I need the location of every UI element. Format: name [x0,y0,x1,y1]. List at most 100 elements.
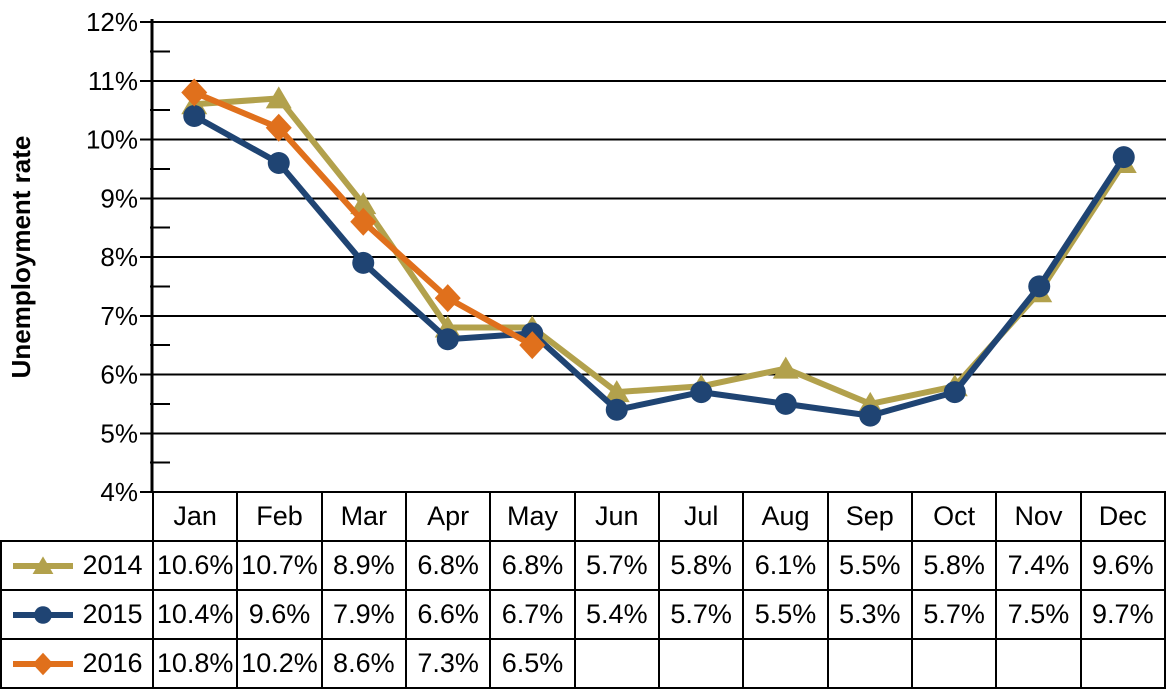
legend-year-label: 2015 [82,599,143,629]
value-cell-2015-oct: 5.7% [910,589,998,640]
month-header-feb: Feb [236,491,323,542]
y-tick-label: 7% [100,301,138,331]
table-row-2014: 2014 10.6% 10.7% 8.9% 6.8% 6.8% 5.7% 5.8% 6.1% 5.… [0,540,1167,591]
marker-2015-Dec [1112,146,1135,169]
marker-2014-Mar [350,192,377,215]
value-cell-2016-jun [573,638,660,689]
legend-marker-2016 [33,652,54,675]
value-cell-2015-may: 6.7% [489,589,576,640]
marker-2015-Oct [943,381,966,404]
series-2014-line [191,95,1127,407]
table-row-2015: 2015 10.4% 9.6% 7.9% 6.6% 6.7% 5.4% 5.7% 5.5% 5.3… [0,589,1167,640]
value-cell-2016-may: 6.5% [489,638,576,689]
legend-year-label: 2014 [82,550,143,580]
value-cell-2016-sep [826,638,913,689]
marker-2015-Aug [774,392,797,415]
value-cell-2014-feb: 10.7% [236,540,323,591]
month-header-may: May [489,491,576,542]
month-header-sep: Sep [826,491,913,542]
marker-2014-Nov [1026,280,1053,303]
month-header-jan: Jan [151,491,239,542]
marker-2015-Sep [859,404,882,427]
value-cell-2014-aug: 6.1% [742,540,829,591]
value-cell-2016-oct [910,638,998,689]
legend-key-circle-icon [13,605,74,624]
marker-2014-May [519,315,546,338]
marker-2016-Feb [265,113,292,142]
series-2016 [181,78,546,360]
value-cell-2015-sep: 5.3% [826,589,913,640]
marker-2014-Sep [857,391,884,414]
marker-2016-Apr [434,284,461,313]
month-header-nov: Nov [995,491,1082,542]
y-axis-title: Unemployment rate [6,136,36,379]
legend-key-triangle-icon [13,555,74,574]
value-cell-2014-sep: 5.5% [826,540,913,591]
month-header-row: Jan Feb Mar Apr May Jun Jul Aug Sep Oct Nov Dec [1,491,1167,542]
chart-data-table: Jan Feb Mar Apr May Jun Jul Aug Sep Oct Nov Dec 201… [0,491,1167,689]
value-cell-2014-jan: 10.6% [151,540,239,591]
y-tick-label: 5% [100,418,138,448]
legend-year-label: 2016 [82,648,143,678]
marker-2015-Nov [1028,275,1051,298]
month-header-jul: Jul [657,491,745,542]
marker-2016-May [519,331,546,360]
value-cell-2016-feb: 10.2% [236,638,323,689]
marker-2016-Jan [181,78,208,107]
marker-2015-Jan [183,105,206,127]
legend-marker-2014 [33,555,54,574]
marker-2015-Jun [605,398,628,421]
legend-marker-2015 [34,605,53,624]
value-cell-2014-jul: 5.8% [657,540,745,591]
marker-2014-Jun [603,380,630,403]
marker-2014-Feb [265,86,292,109]
marker-2015-Mar [352,251,375,274]
value-cell-2016-jan: 10.8% [151,638,239,689]
marker-2014-Oct [941,374,968,397]
value-cell-2015-nov: 7.5% [995,589,1082,640]
marker-2014-Apr [434,315,461,338]
value-cell-2016-apr: 7.3% [404,638,492,689]
y-tick-label: 11% [88,66,138,96]
marker-2014-Dec [1110,151,1137,173]
month-header-mar: Mar [320,491,407,542]
value-cell-2015-feb: 9.6% [236,589,323,640]
marker-2015-May [521,322,544,345]
value-cell-2014-mar: 8.9% [320,540,407,591]
value-cell-2014-apr: 6.8% [404,540,492,591]
value-cell-2016-aug [742,638,829,689]
marker-2016-Mar [350,207,377,236]
month-header-dec: Dec [1079,491,1167,542]
series-2016-line [191,89,536,349]
value-cell-2014-nov: 7.4% [995,540,1082,591]
value-cell-2015-dec: 9.7% [1079,589,1167,640]
value-cell-2015-jun: 5.4% [573,589,660,640]
value-cell-2015-apr: 6.6% [404,589,492,640]
y-tick-label: 10% [86,125,138,155]
table-corner-cell [1,492,153,541]
y-tick-label: 6% [100,360,138,390]
month-header-aug: Aug [742,491,829,542]
value-cell-2015-aug: 5.5% [742,589,829,640]
legend-cell-2014: 2014 [0,540,154,591]
y-tick-label: 9% [100,183,138,213]
series-2015 [183,105,1135,427]
value-cell-2016-jul [657,638,745,689]
value-cell-2015-jan: 10.4% [151,589,239,640]
value-cell-2014-oct: 5.8% [910,540,998,591]
value-cell-2016-nov [995,638,1082,689]
series-2015-line [191,113,1127,419]
series-2014 [181,86,1137,414]
value-cell-2014-may: 6.8% [489,540,576,591]
y-tick-label: 8% [100,242,138,272]
value-cell-2015-jul: 5.7% [657,589,745,640]
table-row-2016: 2016 10.8% 10.2% 8.6% 7.3% 6.5% [0,638,1167,689]
legend-cell-2015: 2015 [0,589,154,640]
y-tick-label: 12% [86,7,138,37]
month-header-oct: Oct [910,491,998,542]
legend-cell-2016: 2016 [0,638,154,689]
marker-2014-Jan [181,92,208,115]
value-cell-2016-dec [1079,638,1167,689]
marker-2015-Feb [267,152,290,174]
